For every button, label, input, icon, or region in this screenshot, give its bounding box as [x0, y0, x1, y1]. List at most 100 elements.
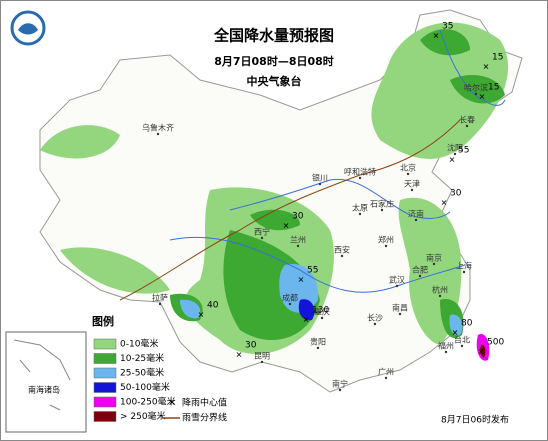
center-value: 15	[492, 53, 503, 63]
city-dot	[158, 302, 162, 306]
city-dot	[318, 182, 322, 186]
center-marker: ✕	[236, 351, 243, 360]
precip-area	[449, 314, 463, 336]
center-marker: ✕	[433, 32, 440, 41]
rivers	[169, 29, 506, 293]
title: 全国降水量预报图	[213, 27, 334, 45]
center-marker: ✕	[283, 222, 290, 231]
city-dot	[320, 316, 324, 320]
precip-area	[40, 125, 120, 159]
center-value: 40	[207, 301, 219, 311]
city-dot	[438, 294, 442, 298]
inset-coast	[13, 339, 71, 411]
city-dot	[432, 262, 436, 266]
city-label: 南京	[426, 253, 442, 263]
legend-label: 100-250毫米	[120, 396, 176, 408]
city-label: 西安	[334, 245, 350, 255]
legend-swatch	[93, 411, 117, 422]
city-dot	[418, 274, 422, 278]
city-label: 成都	[282, 293, 298, 303]
city-dot	[358, 212, 362, 216]
city-label: 沈阳	[447, 143, 463, 153]
legend-label: > 250毫米	[120, 410, 166, 422]
precip-area	[180, 299, 201, 319]
center-value: 30	[450, 189, 462, 199]
city-dot	[384, 244, 388, 248]
city-dot	[260, 360, 264, 364]
city-label: 台北	[454, 335, 470, 345]
center-marker: ✕	[198, 311, 205, 320]
center-value: 15	[488, 83, 499, 93]
city-label: 太原	[352, 203, 368, 213]
center-value: 30	[245, 341, 257, 351]
city-label: 合肥	[412, 265, 428, 275]
legend-label: 0-10毫米	[120, 338, 158, 350]
inset-label: 南海诸岛	[28, 385, 60, 395]
city-label: 石家庄	[370, 199, 394, 209]
legend-swatch	[93, 367, 117, 379]
city-label: 长春	[459, 115, 475, 125]
city-dot	[465, 124, 469, 128]
city-label: 上海	[456, 261, 472, 271]
city-label: 南昌	[392, 303, 408, 313]
city-dot	[380, 208, 384, 212]
city-dot	[260, 236, 264, 240]
city-label: 天津	[404, 179, 420, 189]
city-label: 兰州	[290, 235, 306, 245]
city-label: 南宁	[332, 379, 348, 389]
legend-title: 图例	[92, 314, 114, 328]
footer: 8月7日06时发布	[441, 414, 509, 426]
city-dot	[410, 188, 414, 192]
legend-symbol-marker: ✕	[168, 399, 176, 409]
legend-symbol-label: 降雨中心值	[182, 397, 227, 409]
precip-area	[371, 22, 509, 159]
center-marker: ✕	[478, 348, 485, 357]
center-value: 80	[461, 319, 473, 329]
logo	[10, 10, 46, 46]
city-label: 西宁	[254, 227, 270, 237]
center-marker: ✕	[298, 276, 305, 285]
precip-area	[223, 230, 320, 340]
city-dot	[296, 244, 300, 248]
center-value: 55	[307, 266, 318, 276]
city-label: 济南	[408, 209, 424, 219]
city-dot	[338, 388, 342, 392]
city-dot	[474, 92, 478, 96]
city-dot	[340, 254, 344, 258]
legend-label: 10-25毫米	[120, 352, 164, 364]
city-dot	[288, 302, 292, 306]
city-label: 福州	[438, 342, 454, 351]
city-label: 乌鲁木齐	[142, 123, 174, 133]
legend-swatch	[93, 396, 117, 408]
precip-area	[298, 299, 315, 321]
rain-centers: ✕35✕15✕15✕55✕30✕30✕55✕130✕40✕30✕80✕500	[198, 22, 505, 360]
city-label: 武汉	[389, 275, 405, 285]
city-label: 长沙	[367, 313, 383, 323]
city-dot	[316, 346, 320, 350]
center-value: 35	[442, 22, 453, 32]
legend-swatch	[93, 338, 117, 350]
city-dot	[358, 176, 362, 180]
center-marker: ✕	[449, 156, 456, 165]
city-dot	[406, 172, 410, 176]
center-value: 500	[487, 338, 504, 348]
city-dot	[156, 132, 160, 136]
city-dot	[462, 270, 466, 274]
city-dot	[373, 322, 377, 326]
legend-symbol-label: 雨雪分界线	[182, 412, 227, 424]
city-dot	[444, 350, 448, 354]
city-dot	[395, 284, 399, 288]
issuer: 中央气象台	[247, 74, 302, 88]
precip-area	[480, 344, 486, 358]
legend-label: 25-50毫米	[120, 367, 164, 379]
center-marker: ✕	[303, 316, 310, 325]
subtitle: 8月7日08时—8日08时	[214, 54, 334, 68]
city-label: 拉萨	[152, 293, 168, 303]
city-dot	[414, 218, 418, 222]
city-label: 广州	[378, 367, 394, 377]
city-label: 贵阳	[310, 337, 326, 347]
center-marker: ✕	[441, 199, 448, 208]
city-label: 杭州	[432, 285, 448, 295]
